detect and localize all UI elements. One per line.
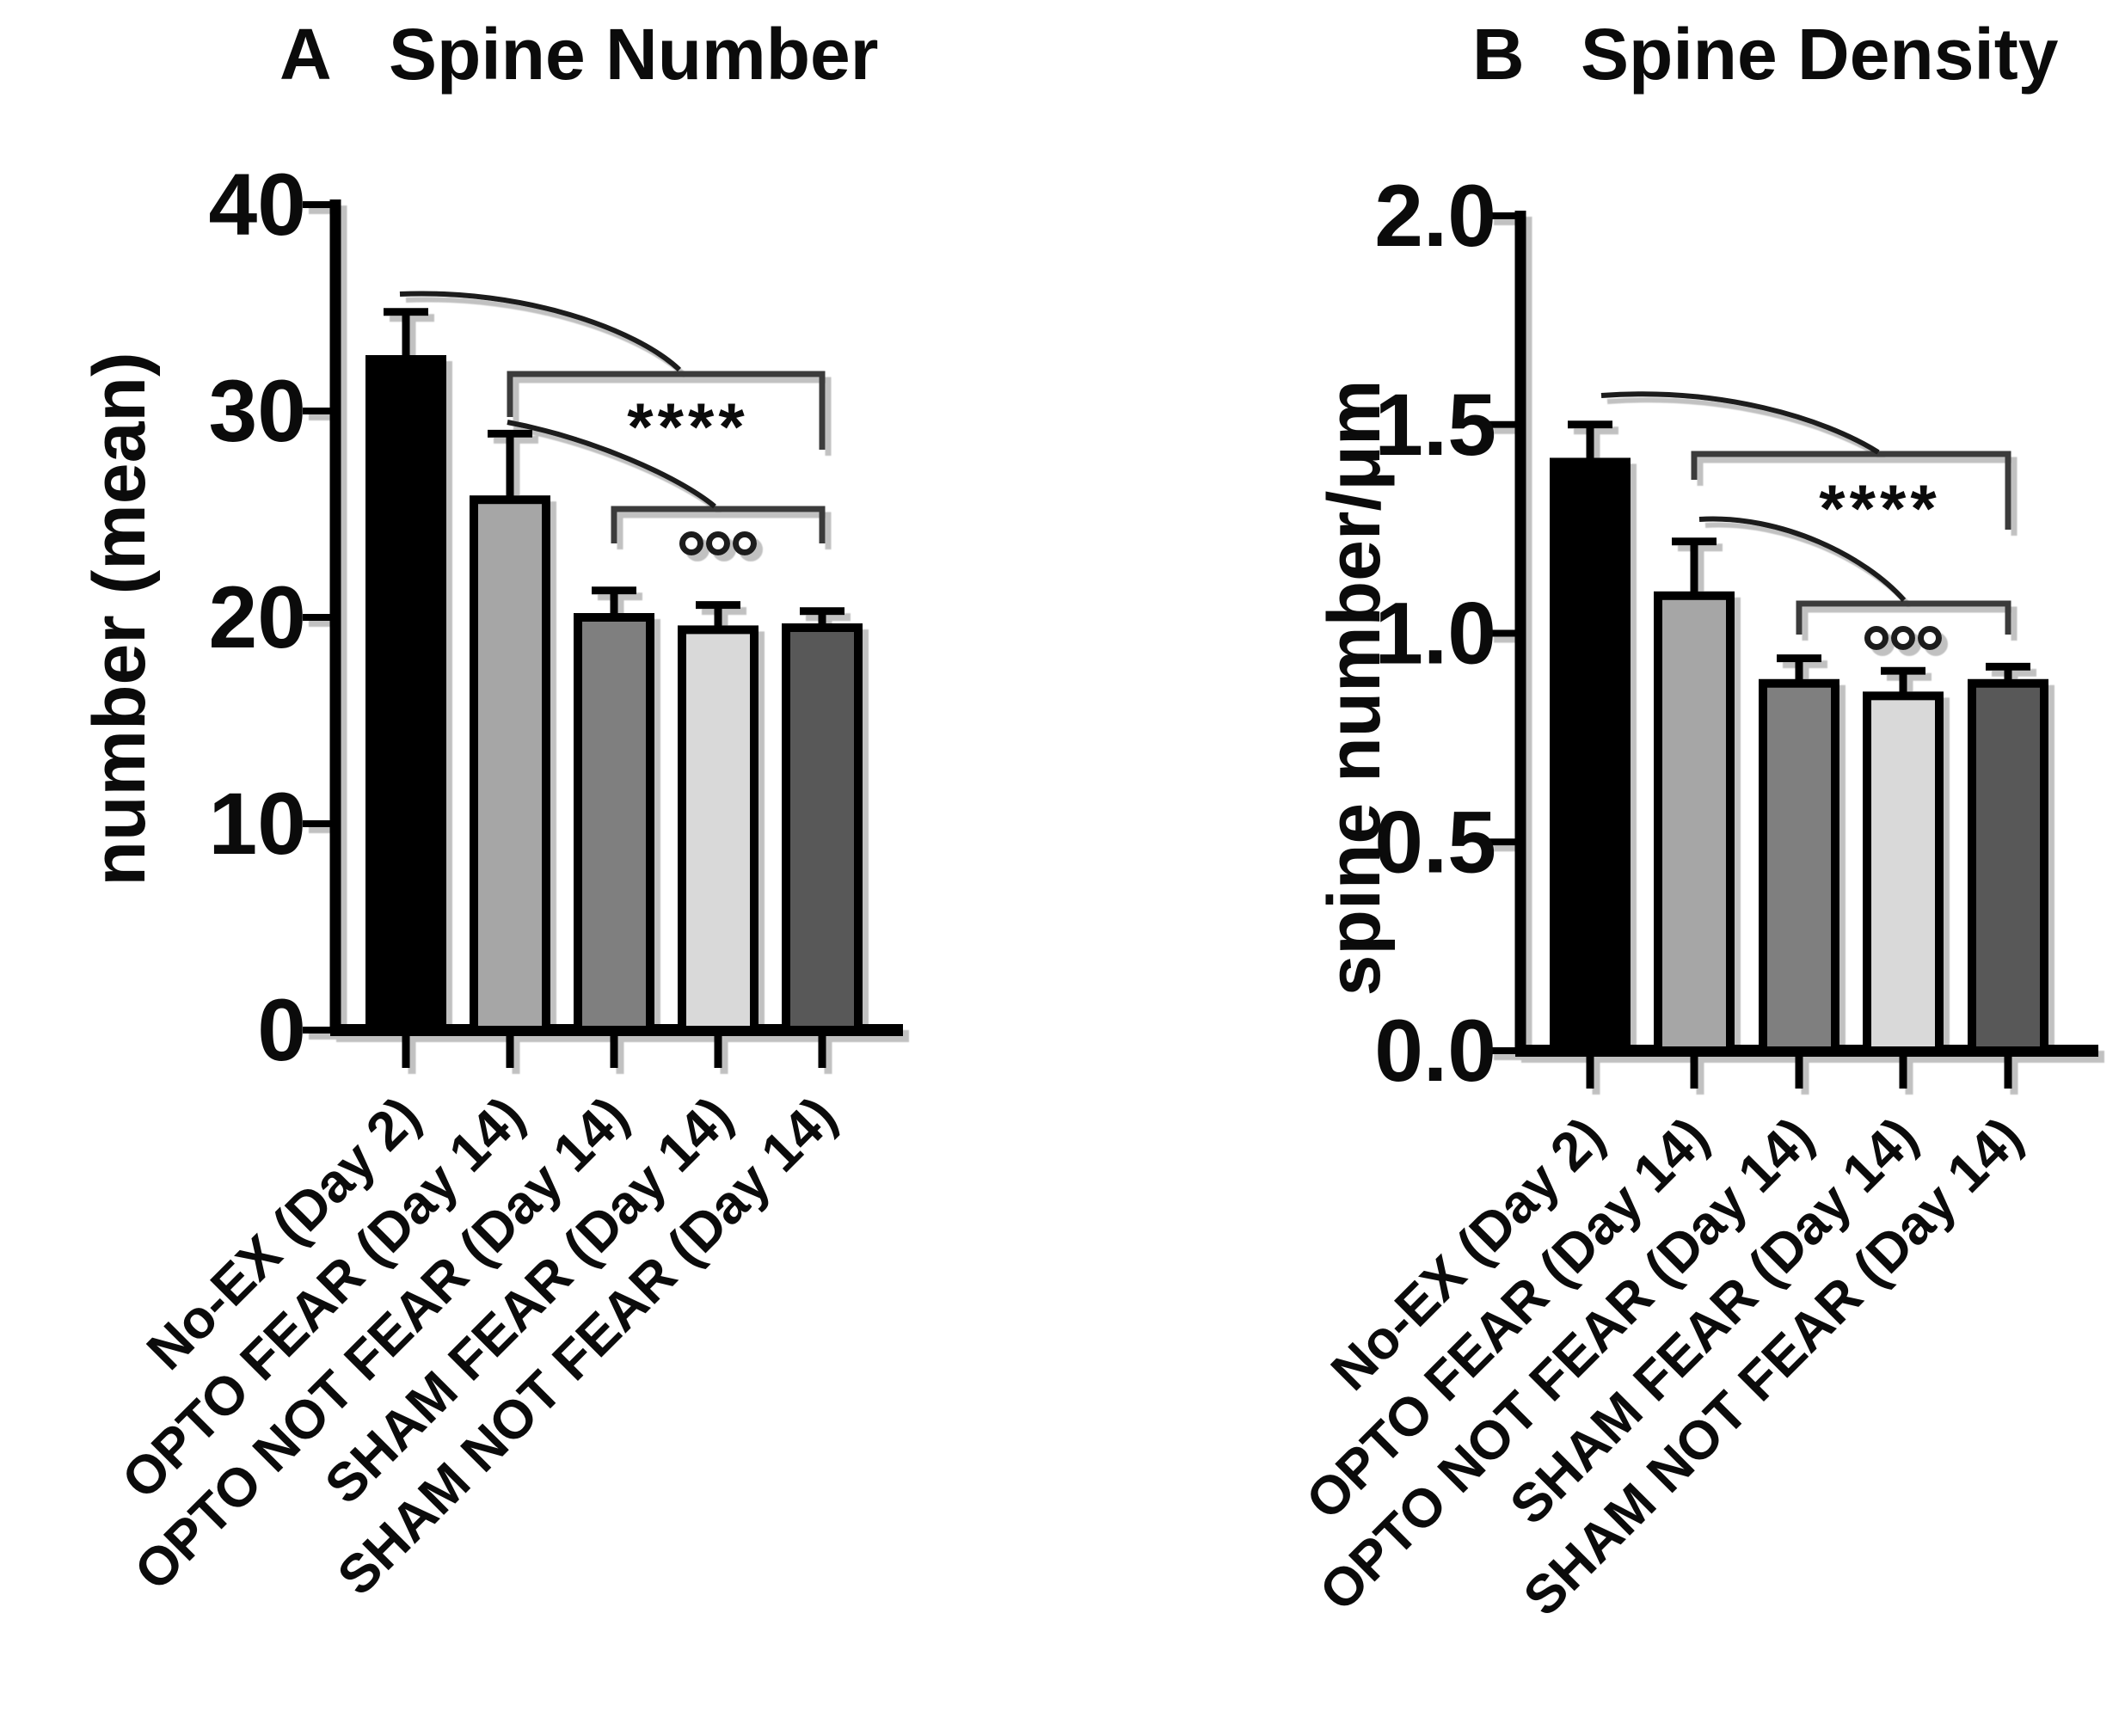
significance-stars-label: ****: [1819, 470, 1940, 546]
panel-a-title: Spine Number: [389, 14, 878, 95]
significance-bracket: [1796, 600, 2011, 635]
y-tick-label: 0: [257, 981, 306, 1079]
bar: [678, 625, 758, 1035]
bar: [1550, 457, 1631, 1055]
panel-a-y-axis-title: number (mean): [78, 352, 161, 886]
significance-circle: [733, 531, 757, 555]
bar: [1968, 678, 2048, 1055]
panel-b: B Spine Density spine number/μm 0.0 0.5 1.…: [1295, 14, 2098, 1628]
y-tick-label: 1.0: [1374, 585, 1496, 683]
bar: [470, 495, 550, 1034]
panel-a-letter: A: [279, 14, 332, 95]
comparison-curve: [1698, 516, 1907, 602]
bar: [1759, 678, 1839, 1055]
comparison-curve: [1600, 391, 1880, 455]
panel-b-plot: 0.00.51.01.52.0No-EX (Day 2)OPTO FEAR (D…: [1295, 167, 2098, 1628]
significance-circle: [706, 531, 730, 555]
y-tick-label: 30: [209, 362, 306, 460]
bar: [365, 355, 446, 1034]
bar: [574, 613, 654, 1034]
significance-circle: [1864, 626, 1889, 650]
bar: [782, 623, 863, 1034]
panel-a: A Spine Number number (mean) 010203040No…: [78, 14, 903, 1607]
bar: [1863, 691, 1944, 1055]
y-tick-label: 1.5: [1374, 376, 1496, 474]
significance-circle: [679, 531, 703, 555]
significance-bracket: [507, 371, 826, 450]
panel-b-title: Spine Density: [1581, 14, 2059, 95]
plot-geometry: [303, 199, 903, 1068]
bar: [1654, 591, 1735, 1055]
panel-b-letter: B: [1472, 14, 1525, 95]
y-tick-label: 40: [209, 156, 306, 254]
significance-bracket: [611, 506, 826, 543]
significance-circle: [1918, 626, 1942, 650]
y-tick-label: 0.0: [1374, 1002, 1496, 1100]
significance-bracket: [1691, 451, 2011, 530]
y-tick-label: 10: [209, 775, 306, 873]
comparison-curve: [399, 291, 682, 372]
y-tick-label: 0.5: [1374, 793, 1496, 891]
significance-circle: [1891, 626, 1915, 650]
y-tick-label: 2.0: [1374, 167, 1496, 265]
comparison-curve: [507, 420, 716, 509]
y-tick-label: 20: [209, 568, 306, 666]
panel-b-y-axis-title: spine number/μm: [1313, 380, 1396, 997]
significance-stars-label: ****: [627, 389, 748, 464]
plot-geometry: [1488, 211, 2098, 1089]
